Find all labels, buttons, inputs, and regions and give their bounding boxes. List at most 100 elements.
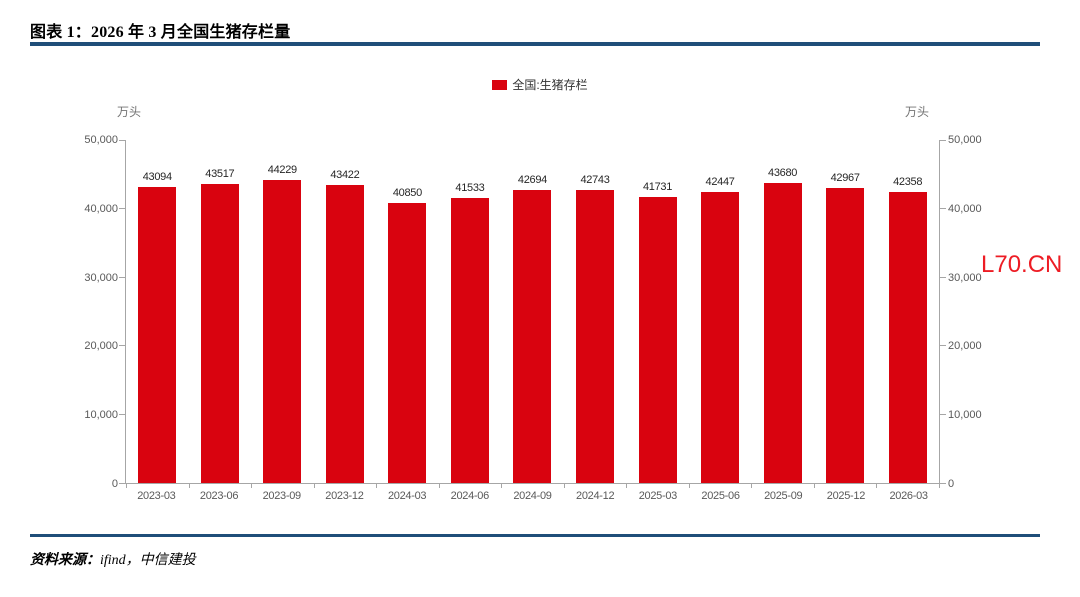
y-axis-labels-right: 0 10,000 20,000 30,000 40,000 50,000 bbox=[948, 134, 1018, 490]
y-tick-label-left: 10,000 bbox=[84, 409, 118, 422]
legend-swatch-icon bbox=[492, 79, 508, 90]
bar bbox=[263, 179, 302, 483]
bar-value-label: 42358 bbox=[893, 176, 923, 189]
footer-divider bbox=[30, 534, 1040, 537]
legend-label: 全国:生猪存栏 bbox=[512, 78, 588, 92]
bar bbox=[450, 198, 489, 483]
source-label: 资料来源： bbox=[30, 553, 100, 568]
bar bbox=[701, 191, 740, 483]
y-tick-label-left: 30,000 bbox=[84, 271, 118, 284]
bar-value-label: 40850 bbox=[392, 186, 422, 199]
y-tick-label-right: 0 bbox=[948, 478, 955, 490]
x-axis-tick bbox=[188, 483, 190, 488]
x-tick-label: 2023-06 bbox=[199, 490, 239, 502]
bar bbox=[638, 196, 677, 483]
x-tick-label: 2026-03 bbox=[889, 490, 928, 502]
chart-legend: 全国:生猪存栏 bbox=[0, 76, 1080, 93]
x-axis-tick bbox=[126, 483, 127, 488]
y-axis-tick bbox=[119, 413, 125, 415]
x-tick-label: 2025-06 bbox=[701, 490, 740, 502]
bar-value-label: 41731 bbox=[642, 180, 673, 193]
bar-value-label: 42447 bbox=[705, 175, 735, 188]
x-axis-tick bbox=[813, 483, 815, 488]
bar-value-label: 42694 bbox=[517, 174, 547, 187]
x-tick-label: 2024-09 bbox=[513, 490, 552, 502]
x-tick-label: 2023-03 bbox=[137, 490, 176, 502]
y-axis-tick bbox=[119, 276, 125, 278]
bar bbox=[575, 189, 614, 483]
bar bbox=[763, 183, 802, 483]
bar-column: 42743 bbox=[564, 140, 627, 483]
title-divider bbox=[30, 42, 1040, 46]
x-tick-label: 2025-12 bbox=[826, 490, 866, 502]
y-tick-label-left: 0 bbox=[111, 478, 118, 490]
bar-value-label: 43517 bbox=[205, 168, 235, 181]
bar-column: 42447 bbox=[689, 140, 752, 483]
bar-series: 43094 43517 44229 43422 40850 41533 42694 42743… bbox=[126, 140, 939, 483]
bar-column: 43094 bbox=[126, 140, 189, 483]
y-axis-tick bbox=[119, 482, 125, 484]
x-tick-label: 2025-03 bbox=[638, 490, 678, 502]
x-tick-label: 2024-12 bbox=[576, 490, 615, 502]
x-axis-tick bbox=[751, 483, 753, 488]
x-axis-tick bbox=[313, 483, 315, 488]
bar bbox=[138, 187, 177, 483]
y-axis-tick bbox=[940, 208, 946, 210]
y-axis-tick bbox=[940, 482, 946, 484]
x-axis-tick bbox=[501, 483, 503, 488]
bar bbox=[826, 188, 865, 483]
x-tick-label: 2023-09 bbox=[262, 490, 302, 502]
y-tick-label-left: 20,000 bbox=[84, 340, 118, 353]
x-axis-tick bbox=[563, 483, 565, 488]
bar-column: 43680 bbox=[751, 140, 814, 483]
bar-column: 42358 bbox=[876, 140, 939, 483]
y-axis-tick bbox=[940, 413, 946, 415]
bar bbox=[388, 202, 427, 483]
y-tick-label-right: 50,000 bbox=[948, 134, 982, 146]
y-tick-label-right: 30,000 bbox=[948, 271, 982, 284]
bar-value-label: 43422 bbox=[330, 169, 360, 182]
x-tick-label: 2023-12 bbox=[325, 490, 364, 502]
bar-value-label: 42743 bbox=[580, 173, 610, 186]
bar-value-label: 43094 bbox=[142, 171, 172, 184]
plot-area: 43094 43517 44229 43422 40850 41533 42694 42743… bbox=[119, 139, 946, 488]
bar-value-label: 44229 bbox=[267, 163, 297, 176]
bar-column: 41731 bbox=[626, 140, 689, 483]
x-axis-labels: 2023-03 2023-06 2023-09 2023-12 2024-03 2024-… bbox=[125, 490, 940, 502]
x-axis-tick bbox=[438, 483, 440, 488]
x-tick-label: 2025-09 bbox=[764, 490, 803, 502]
y-axis-tick bbox=[119, 345, 125, 347]
bar-column: 42967 bbox=[814, 140, 877, 483]
x-axis-tick bbox=[939, 483, 940, 488]
y-axis-tick bbox=[940, 139, 946, 141]
x-axis-tick bbox=[376, 483, 378, 488]
x-axis-tick bbox=[626, 483, 628, 488]
bar bbox=[513, 190, 552, 483]
y-tick-label-right: 20,000 bbox=[948, 340, 982, 353]
bar-column: 43517 bbox=[189, 140, 252, 483]
x-axis-tick bbox=[876, 483, 878, 488]
bar bbox=[888, 192, 927, 483]
y-axis-tick bbox=[940, 345, 946, 347]
source-note: 资料来源：ifind，中信建投 bbox=[30, 549, 196, 569]
y-axis-labels-left: 0 10,000 20,000 30,000 40,000 50,000 bbox=[48, 134, 118, 490]
y-tick-label-right: 40,000 bbox=[948, 202, 982, 215]
x-axis-tick bbox=[251, 483, 253, 488]
y-axis-tick bbox=[119, 208, 125, 210]
bar-column: 43422 bbox=[314, 140, 377, 483]
bar-column: 42694 bbox=[501, 140, 564, 483]
watermark-text: L70.CN bbox=[981, 251, 1063, 278]
bar-value-label: 41533 bbox=[455, 182, 485, 195]
y-axis-tick bbox=[940, 276, 946, 278]
y-axis-unit-left: 万头 bbox=[117, 105, 142, 119]
y-tick-label-left: 40,000 bbox=[84, 202, 118, 215]
bar-column: 41533 bbox=[439, 140, 502, 483]
source-text: ifind，中信建投 bbox=[100, 553, 196, 568]
figure-title: 图表 1：2026 年 3 月全国生猪存栏量 bbox=[30, 24, 291, 41]
bar-column: 40850 bbox=[376, 140, 439, 483]
bar-value-label: 42967 bbox=[830, 172, 860, 185]
x-tick-label: 2024-03 bbox=[387, 490, 427, 502]
y-tick-label-right: 10,000 bbox=[948, 409, 982, 422]
bar-column: 44229 bbox=[251, 140, 314, 483]
